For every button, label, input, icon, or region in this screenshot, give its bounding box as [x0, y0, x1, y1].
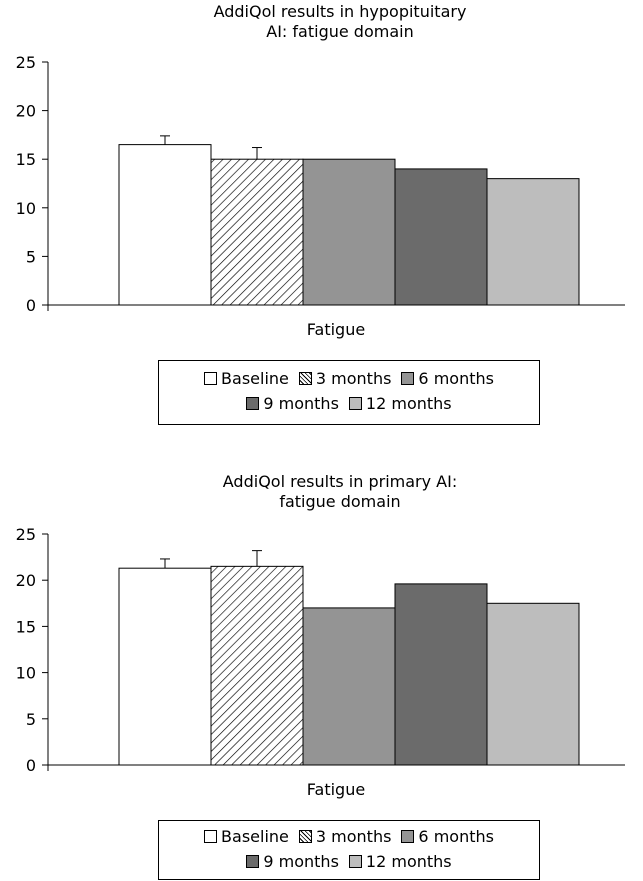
legend-label: Baseline [221, 827, 289, 846]
legend-item-6-months: 6 months [401, 369, 494, 388]
legend-label: 6 months [418, 827, 494, 846]
legend-label: 6 months [418, 369, 494, 388]
legend-label: 3 months [316, 827, 392, 846]
legend-item-6-months: 6 months [401, 827, 494, 846]
y-tick-label: 20 [16, 571, 36, 590]
legend-item-baseline: Baseline [204, 369, 289, 388]
x-axis-label: Fatigue [48, 320, 624, 339]
x-axis-label: Fatigue [48, 780, 624, 799]
y-tick-label: 10 [16, 199, 36, 218]
y-tick-label: 0 [26, 296, 36, 315]
legend-label: 12 months [366, 852, 452, 871]
y-tick-label: 15 [16, 150, 36, 169]
y-tick-label: 10 [16, 664, 36, 683]
legend-item-baseline: Baseline [204, 827, 289, 846]
bar-chart: 0 5 10 15 20 25 [0, 0, 643, 320]
y-tick-label: 0 [26, 756, 36, 775]
chart-legend: Baseline 3 months 6 months 9 months 12 m… [158, 360, 540, 425]
legend-item-3-months: 3 months [299, 827, 392, 846]
legend-label: 9 months [263, 852, 339, 871]
bar-12-months [487, 179, 579, 305]
y-tick-label: 25 [16, 53, 36, 72]
bar-3-months [211, 566, 303, 765]
legend-swatch [204, 830, 217, 843]
chart-panel-primary: AddiQol results in primary AI: fatigue d… [0, 470, 643, 881]
y-tick-label: 15 [16, 617, 36, 636]
y-tick-label: 25 [16, 525, 36, 544]
y-tick-label: 5 [26, 247, 36, 266]
bar-9-months [395, 584, 487, 765]
legend-label: 12 months [366, 394, 452, 413]
legend-item-12-months: 12 months [349, 852, 452, 871]
legend-swatch [299, 372, 312, 385]
bar-12-months [487, 603, 579, 765]
legend-label: 9 months [263, 394, 339, 413]
legend-item-12-months: 12 months [349, 394, 452, 413]
legend-swatch [349, 855, 362, 868]
legend-label: 3 months [316, 369, 392, 388]
legend-swatch [299, 830, 312, 843]
chart-panel-hypopituitary: AddiQol results in hypopituitary AI: fat… [0, 0, 643, 430]
y-tick-label: 5 [26, 710, 36, 729]
legend-swatch [349, 397, 362, 410]
legend-label: Baseline [221, 369, 289, 388]
chart-legend: Baseline 3 months 6 months 9 months 12 m… [158, 820, 540, 880]
legend-swatch [401, 830, 414, 843]
legend-item-9-months: 9 months [246, 852, 339, 871]
legend-swatch [246, 397, 259, 410]
bar-chart: 0 5 10 15 20 25 [0, 470, 643, 790]
bar-baseline [119, 145, 211, 305]
y-tick-label: 20 [16, 102, 36, 121]
legend-swatch [204, 372, 217, 385]
legend-swatch [401, 372, 414, 385]
legend-item-3-months: 3 months [299, 369, 392, 388]
legend-swatch [246, 855, 259, 868]
legend-item-9-months: 9 months [246, 394, 339, 413]
bar-6-months [303, 159, 395, 305]
bar-9-months [395, 169, 487, 305]
bar-baseline [119, 568, 211, 765]
bar-6-months [303, 608, 395, 765]
bar-3-months [211, 159, 303, 305]
